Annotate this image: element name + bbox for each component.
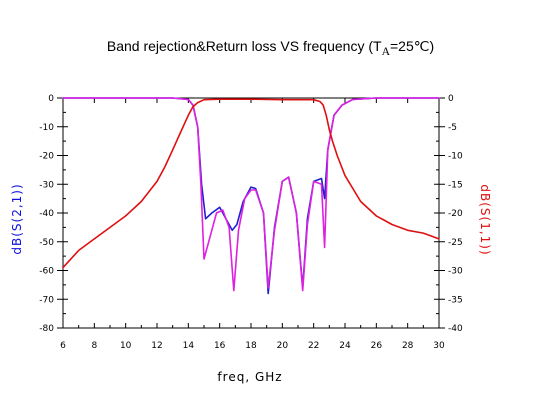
series-line-s21_a (62, 97, 440, 295)
x-tick-label: 30 (433, 341, 445, 351)
x-tick-label: 10 (120, 341, 132, 351)
y-left-tick-label: -30 (39, 180, 54, 190)
series-line-s21_b (62, 97, 440, 292)
x-tick-label: 8 (91, 341, 97, 351)
x-tick-label: 22 (308, 341, 319, 351)
y-axis-left-label: dB(S(2,1)) (10, 183, 24, 255)
x-tick-label: 16 (214, 341, 226, 351)
chart-title-tail: =25℃) (389, 38, 435, 54)
y-right-tick-label: -10 (448, 152, 463, 162)
y-left-tick-label: 0 (48, 94, 54, 104)
x-tick-label: 20 (277, 341, 289, 351)
y-right-tick-label: -30 (448, 267, 463, 277)
plot-frame (62, 97, 440, 329)
y-right-tick-label: -15 (448, 180, 463, 190)
y-left-tick-label: -40 (39, 209, 54, 219)
x-tick-label: 28 (402, 341, 414, 351)
chart-title-sub: A (381, 44, 390, 58)
chart-title-subscript: A (381, 40, 390, 58)
y-left-tick-label: -80 (39, 324, 54, 334)
y-axis-right-label: dB(S(1,1)) (478, 184, 492, 256)
y-right-tick-label: -40 (448, 324, 463, 334)
y-left-tick-label: -70 (39, 295, 54, 305)
y-right-tick-label: 0 (448, 94, 454, 104)
series-line-s11 (62, 98, 440, 269)
y-left-tick-label: -10 (39, 123, 54, 133)
chart-title: Band rejection&Return loss VS frequency … (0, 38, 541, 58)
x-tick-label: 6 (60, 341, 66, 351)
y-right-tick-label: -25 (448, 238, 463, 248)
x-tick-label: 24 (339, 341, 351, 351)
x-tick-label: 26 (371, 341, 383, 351)
y-left-tick-label: -20 (39, 152, 54, 162)
y-right-tick-label: -20 (448, 209, 463, 219)
x-tick-label: 18 (245, 341, 257, 351)
x-tick-label: 14 (183, 341, 195, 351)
x-tick-label: 12 (151, 341, 162, 351)
y-left-tick-label: -50 (39, 238, 54, 248)
y-right-tick-label: -35 (448, 295, 463, 305)
x-axis-label: freq, GHz (217, 370, 283, 384)
chart-title-main: Band rejection&Return loss VS frequency … (106, 38, 382, 54)
y-left-tick-label: -60 (39, 267, 54, 277)
y-right-tick-label: -5 (448, 123, 457, 133)
